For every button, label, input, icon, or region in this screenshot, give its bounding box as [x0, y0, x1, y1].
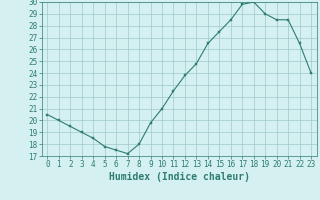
X-axis label: Humidex (Indice chaleur): Humidex (Indice chaleur) [109, 172, 250, 182]
